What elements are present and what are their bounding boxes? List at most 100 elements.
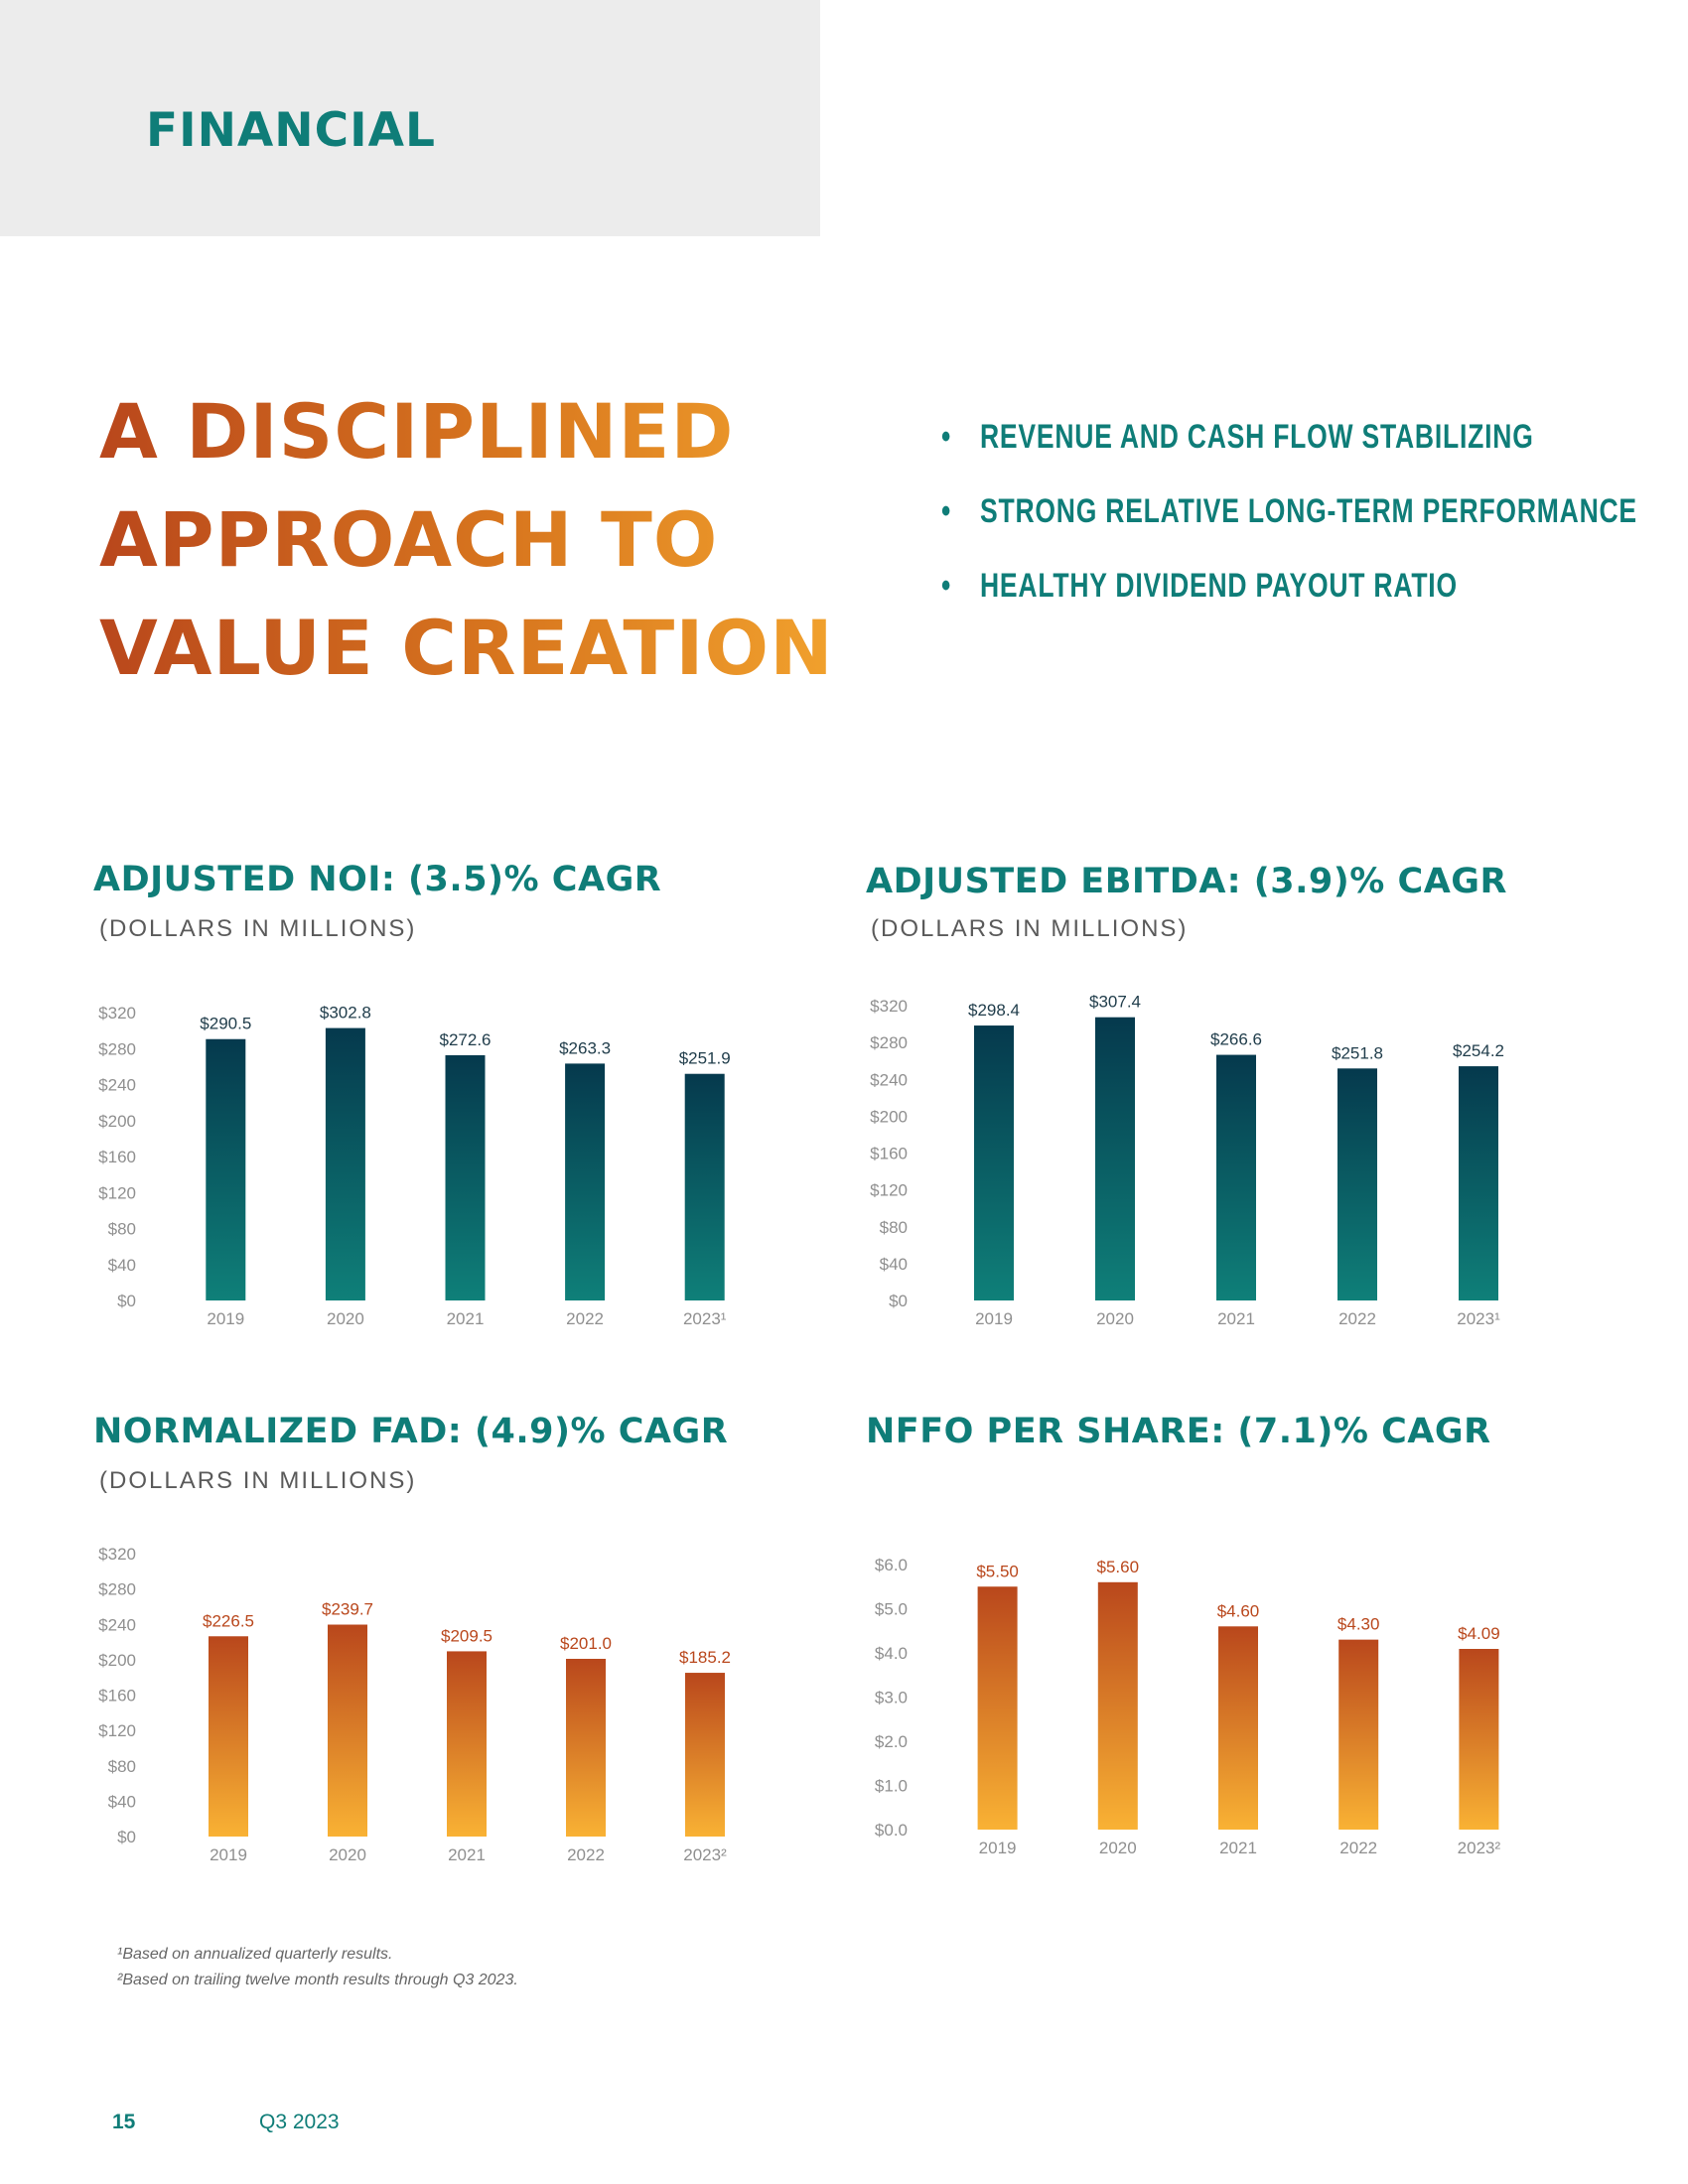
highlight-text: REVENUE AND CASH FLOW STABILIZING [980, 418, 1534, 456]
x-tick-label: 2021 [448, 1845, 486, 1864]
y-tick-label: $5.0 [875, 1600, 908, 1619]
section-label: FINANCIAL [146, 103, 436, 158]
x-tick-label: 2019 [979, 1839, 1017, 1857]
y-tick-label: $160 [98, 1148, 136, 1166]
data-label: $266.6 [1210, 1030, 1262, 1049]
x-tick-label: 2020 [327, 1309, 364, 1328]
y-tick-label: $1.0 [875, 1777, 908, 1796]
bar [447, 1651, 487, 1837]
chart-title-fad: NORMALIZED FAD: (4.9)% CAGR [93, 1412, 729, 1451]
bar [566, 1658, 606, 1837]
highlights-list: • REVENUE AND CASH FLOW STABILIZING • STRO… [941, 409, 1688, 632]
headline-line: APPROACH TO [99, 495, 719, 584]
page-number: 15 [112, 2111, 136, 2133]
bar [325, 1027, 365, 1300]
highlight-text: STRONG RELATIVE LONG-TERM PERFORMANCE [980, 492, 1637, 530]
data-label: $302.8 [320, 1004, 371, 1023]
bar [328, 1624, 367, 1837]
bar [1459, 1648, 1499, 1830]
section-tab: FINANCIAL [0, 0, 820, 236]
data-label: $226.5 [203, 1611, 254, 1630]
data-label: $185.2 [679, 1648, 731, 1667]
y-tick-label: $80 [880, 1218, 908, 1237]
y-tick-label: $40 [108, 1792, 136, 1811]
y-tick-label: $4.0 [875, 1644, 908, 1663]
y-tick-label: $80 [108, 1757, 136, 1776]
x-tick-label: 2019 [207, 1309, 244, 1328]
chart-nffo-per-share: $0.0 $1.0 $2.0 $3.0 $4.0 $5.0 $6.0 $5.50 2019 $5.… [875, 1556, 1501, 1857]
data-label: $4.60 [1217, 1601, 1260, 1620]
x-tick-label: 2019 [975, 1309, 1013, 1328]
bullet-icon: • [941, 418, 952, 456]
bar [1216, 1054, 1256, 1300]
bar [1459, 1066, 1498, 1300]
data-label: $5.50 [976, 1562, 1019, 1580]
report-period: Q3 2023 [259, 2111, 340, 2133]
y-tick-label: $320 [870, 997, 908, 1016]
data-label: $4.09 [1458, 1624, 1500, 1643]
chart-subtitle-ebitda: (DOLLARS IN MILLIONS) [871, 915, 1189, 942]
x-tick-label: 2020 [1099, 1839, 1137, 1857]
bar [565, 1063, 606, 1300]
data-label: $251.9 [679, 1049, 731, 1068]
x-tick-label: 2023² [683, 1845, 727, 1864]
headline: A DISCIPLINED APPROACH TO VALUE CREATION [99, 377, 834, 702]
x-tick-label: 2022 [1339, 1839, 1377, 1857]
y-tick-label: $6.0 [875, 1556, 908, 1574]
chart-adjusted-noi: $0 $40 $80 $120 $160 $200 $240 $280 $320 $290.5 20… [98, 1004, 731, 1328]
x-tick-label: 2023¹ [1457, 1309, 1500, 1328]
y-tick-label: $280 [98, 1580, 136, 1599]
bar [1097, 1581, 1138, 1830]
y-tick-label: $200 [98, 1112, 136, 1131]
x-tick-label: 2021 [1219, 1839, 1257, 1857]
y-tick-label: $280 [870, 1033, 908, 1052]
data-label: $254.2 [1453, 1041, 1504, 1060]
chart-title-nffo: NFFO PER SHARE: (7.1)% CAGR [866, 1412, 1491, 1451]
y-tick-label: $240 [98, 1076, 136, 1095]
data-label: $5.60 [1097, 1558, 1140, 1576]
chart-normalized-fad: $0 $40 $80 $120 $160 $200 $240 $280 $320 $226.5 20… [98, 1545, 731, 1864]
y-tick-label: $40 [880, 1255, 908, 1274]
x-tick-label: 2019 [210, 1845, 247, 1864]
data-label: $201.0 [560, 1634, 612, 1653]
y-tick-label: $2.0 [875, 1732, 908, 1751]
highlight-text: HEALTHY DIVIDEND PAYOUT RATIO [980, 567, 1458, 605]
y-tick-label: $200 [870, 1107, 908, 1126]
data-label: $239.7 [322, 1600, 373, 1619]
y-tick-label: $0 [117, 1292, 136, 1310]
bullet-icon: • [941, 492, 952, 530]
y-tick-label: $200 [98, 1651, 136, 1670]
y-tick-label: $240 [98, 1615, 136, 1634]
bar [445, 1054, 486, 1300]
bar [977, 1586, 1018, 1830]
data-label: $290.5 [200, 1015, 251, 1033]
bar [1337, 1068, 1377, 1300]
x-tick-label: 2023¹ [683, 1309, 727, 1328]
bar [209, 1636, 248, 1837]
y-tick-label: $0 [117, 1828, 136, 1846]
chart-adjusted-ebitda: $0 $40 $80 $120 $160 $200 $240 $280 $320 $298.4 20… [870, 993, 1504, 1328]
x-tick-label: 2022 [566, 1309, 604, 1328]
x-tick-label: 2021 [1217, 1309, 1255, 1328]
footnote: ¹Based on annualized quarterly results. [117, 1946, 393, 1963]
y-tick-label: $120 [98, 1183, 136, 1202]
highlight-item: • HEALTHY DIVIDEND PAYOUT RATIO [941, 558, 1637, 632]
x-tick-label: 2020 [329, 1845, 366, 1864]
y-tick-label: $160 [870, 1145, 908, 1163]
data-label: $209.5 [441, 1626, 492, 1645]
bullet-icon: • [941, 567, 952, 605]
bar [684, 1073, 725, 1300]
chart-subtitle-noi: (DOLLARS IN MILLIONS) [99, 915, 417, 942]
x-tick-label: 2021 [447, 1309, 485, 1328]
bar [206, 1038, 246, 1300]
y-tick-label: $320 [98, 1004, 136, 1023]
data-label: $263.3 [559, 1038, 611, 1057]
highlight-item: • STRONG RELATIVE LONG-TERM PERFORMANCE [941, 483, 1637, 558]
footnote: ²Based on trailing twelve month results … [117, 1972, 518, 1988]
x-tick-label: 2022 [567, 1845, 605, 1864]
y-tick-label: $0 [889, 1292, 908, 1310]
headline-line: VALUE CREATION [99, 604, 834, 692]
bar [685, 1673, 725, 1837]
headline-line: A DISCIPLINED [99, 387, 735, 476]
data-label: $4.30 [1337, 1615, 1380, 1634]
